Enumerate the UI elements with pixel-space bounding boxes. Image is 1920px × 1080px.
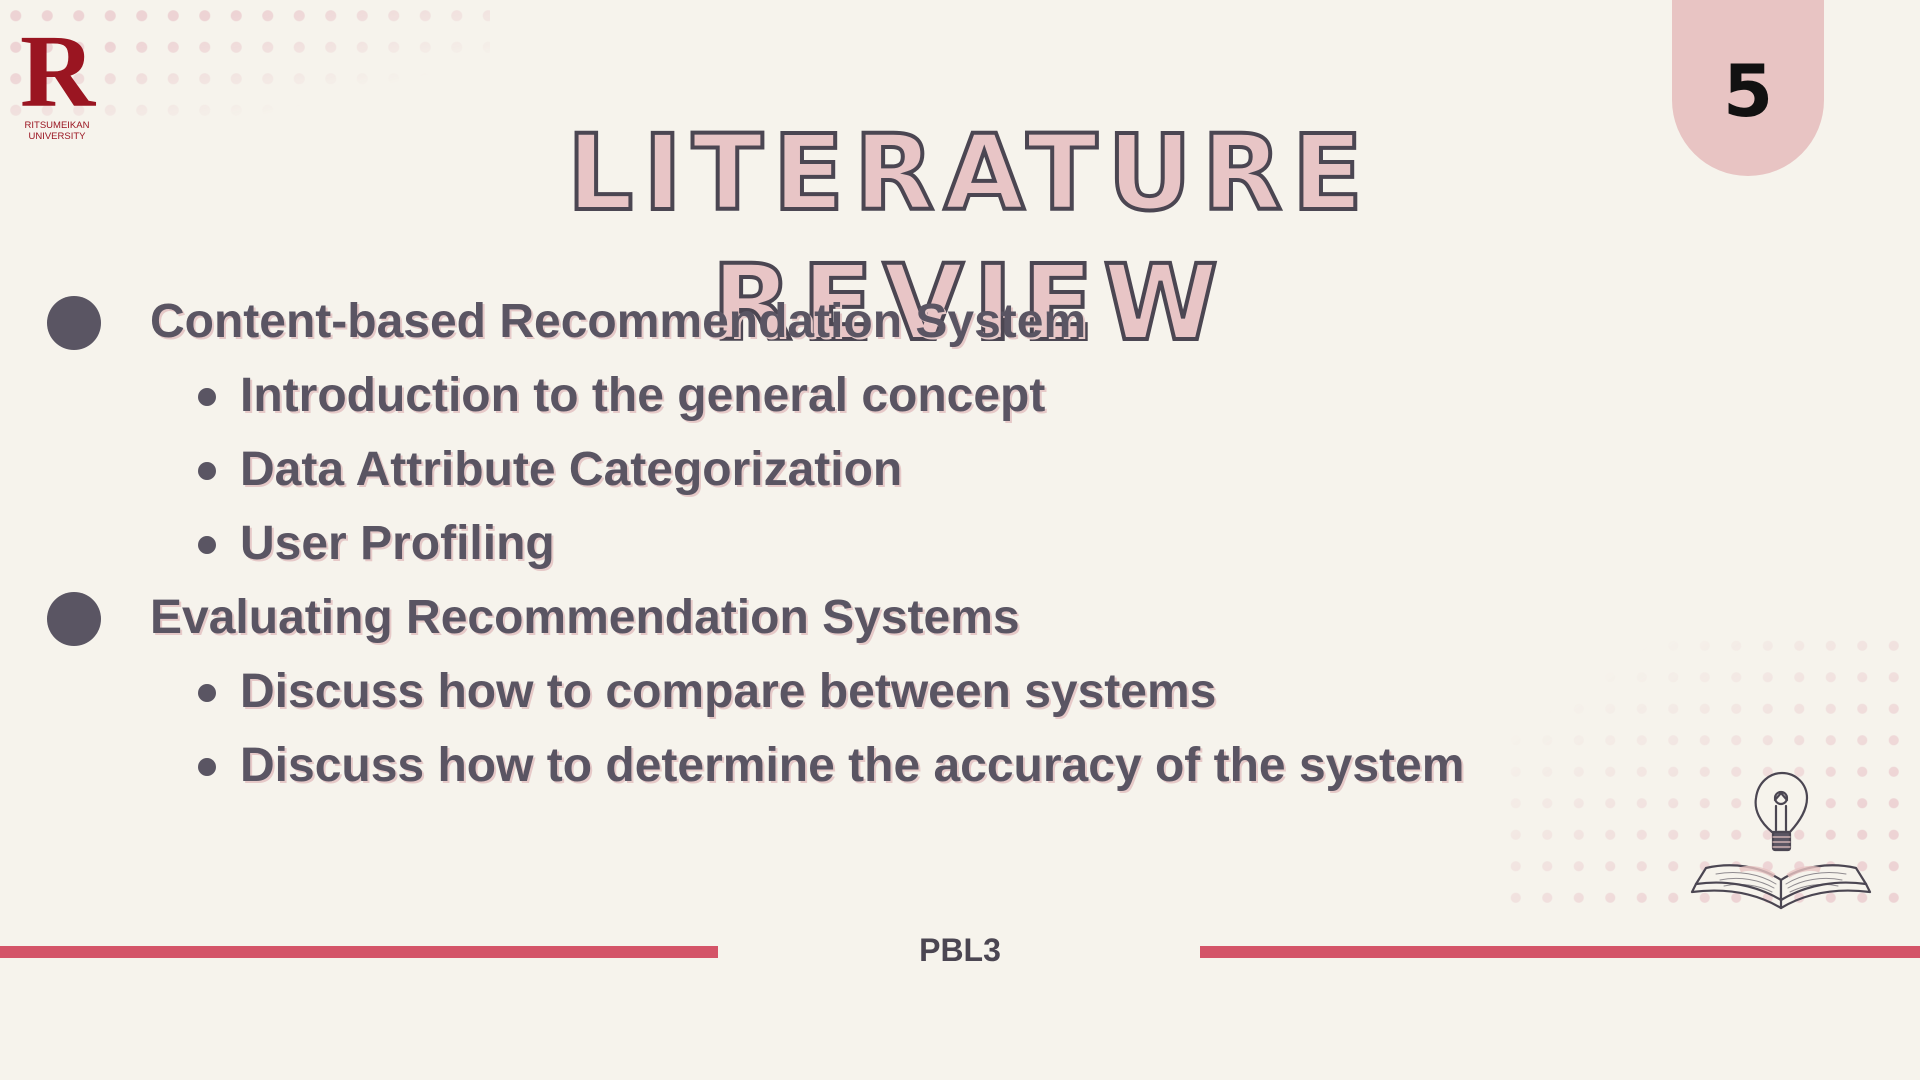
section-label: Content-based Recommendation System xyxy=(150,295,1086,348)
subitem-label: Data Attribute Categorization xyxy=(240,443,902,496)
subitem: Discuss how to compare between systems xyxy=(0,655,1500,729)
footer-divider-left xyxy=(0,946,718,958)
section-item: Evaluating Recommendation Systems xyxy=(0,581,1500,655)
small-bullet-icon xyxy=(198,684,216,702)
subitem: User Profiling xyxy=(0,507,1500,581)
footer-divider-right xyxy=(1200,946,1920,958)
page-number-tab: 5 xyxy=(1672,0,1824,176)
small-bullet-icon xyxy=(198,388,216,406)
large-bullet-icon xyxy=(47,592,101,646)
lightbulb-book-icon xyxy=(1680,770,1880,920)
logo-university-line2: UNIVERSITY xyxy=(20,131,94,142)
university-logo: R RITSUMEIKAN UNIVERSITY xyxy=(20,24,94,142)
page-number: 5 xyxy=(1672,46,1824,136)
subitem-label: Discuss how to compare between systems xyxy=(240,665,1216,718)
subitem: Data Attribute Categorization xyxy=(0,433,1500,507)
logo-letter: R xyxy=(20,24,94,120)
section-label: Evaluating Recommendation Systems xyxy=(150,591,1020,644)
slide-content: Content-based Recommendation System Intr… xyxy=(0,285,1500,803)
small-bullet-icon xyxy=(198,536,216,554)
subitem: Discuss how to determine the accuracy of… xyxy=(0,729,1500,803)
subitem: Introduction to the general concept xyxy=(0,359,1500,433)
subitem-label: Introduction to the general concept xyxy=(240,369,1045,422)
footer-label: PBL3 xyxy=(860,930,1060,970)
subitem-label: User Profiling xyxy=(240,517,555,570)
logo-university-line1: RITSUMEIKAN xyxy=(20,120,94,131)
small-bullet-icon xyxy=(198,758,216,776)
subitem-label: Discuss how to determine the accuracy of… xyxy=(240,739,1464,792)
section-item: Content-based Recommendation System xyxy=(0,285,1500,359)
small-bullet-icon xyxy=(198,462,216,480)
large-bullet-icon xyxy=(47,296,101,350)
